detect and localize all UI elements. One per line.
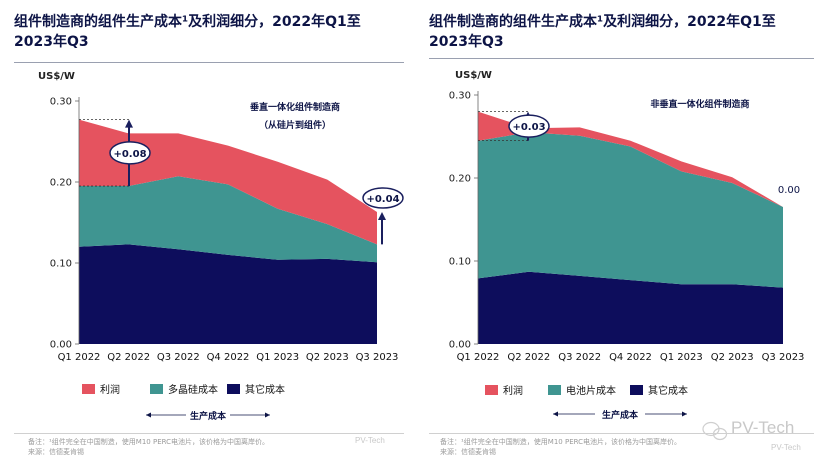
watermark-brand: PV-Tech [731,418,795,437]
legend-swatch [630,385,643,395]
y-tick-label: 0.00 [449,340,471,351]
chart-panel-vertical: 组件制造商的组件生产成本¹及利润细分，2022年Q1至 2023年Q3 US$/… [14,12,404,456]
chart-title-line2: 2023年Q3 [429,34,504,50]
cost-group-bracket [146,412,270,418]
chart-title-line1: 组件制造商的组件生产成本¹及利润细分，2022年Q1至 [429,14,776,30]
source-note: 来源：信德麦肯锡 [440,448,496,456]
segment-label-line1: 垂直一体化组件制造商 [250,101,340,113]
legend-label: 其它成本 [648,384,688,397]
callout-badge [109,141,151,165]
watermark-wechat-label: PV-Tech [771,443,801,452]
y-tick-label: 0.10 [50,259,72,270]
callout-badge [362,187,404,209]
cost-group-bracket [553,411,687,417]
footnote: 备注：¹组件完全在中国制造，使用M10 PERC电池片，该价格为中国离岸价。 [28,438,270,446]
callout-label: 0.00 [778,185,800,196]
chart-canvas-vertical: US$/W 0.00 0.10 0.20 0.30 Q1 2022 Q2 2022 Q3 … [38,71,404,422]
y-axis-unit: US$/W [455,70,492,81]
legend-swatch [150,384,163,394]
x-tick-label: Q2 2023 [306,352,349,363]
legend-swatch [485,385,498,395]
segment-label-line2: （从硅片到组件） [259,119,331,131]
footnote: 备注：¹组件完全在中国制造，使用M10 PERC电池片，该价格为中国离岸价。 [440,438,682,446]
y-tick-label: 0.20 [50,178,72,189]
legend-label: 多晶硅成本 [168,383,218,396]
x-tick-label: Q3 2023 [762,352,805,363]
y-tick-label: 0.30 [449,91,471,102]
legend-label: 利润 [503,384,523,397]
x-tick-label: Q2 2023 [711,352,754,363]
x-tick-label: Q2 2022 [507,352,550,363]
callout-arrowhead [378,211,386,220]
x-tick-label: Q1 2022 [457,352,500,363]
chart-title-line2: 2023年Q3 [14,34,89,50]
y-tick-label: 0.30 [50,97,72,108]
x-tick-label: Q1 2023 [256,352,299,363]
y-tick-label: 0.00 [50,340,72,351]
x-tick-label: Q4 2022 [207,352,250,363]
area-profit [79,119,377,245]
y-axis-unit: US$/W [38,71,75,82]
callout-arrowhead [125,119,133,128]
area-input-cost [79,176,377,263]
chart-canvas-non-vertical: US$/W 0.00 0.10 0.20 0.30 Q1 2022 Q2 2022 Q3 … [449,70,805,441]
legend-swatch [227,384,240,394]
legend-swatch [548,385,561,395]
chart-title: 组件制造商的组件生产成本¹及利润细分，2022年Q1至 2023年Q3 [429,12,809,52]
chart-title-line1: 组件制造商的组件生产成本¹及利润细分，2022年Q1至 [14,14,361,30]
x-tick-label: Q3 2022 [558,352,601,363]
area-other-cost [79,244,377,344]
watermark-small: PV-Tech [355,436,385,445]
y-tick-label: 0.10 [449,257,471,268]
footer-divider [14,433,404,434]
callout-label: +0.04 [366,194,399,205]
legend-swatch [82,384,95,394]
source-note: 来源：信德麦肯锡 [28,448,84,456]
legend-label: 电池片成本 [566,384,616,397]
footer-divider [429,433,814,434]
legend-label: 其它成本 [245,383,285,396]
callout-label: +0.03 [512,122,545,133]
x-tick-label: Q4 2022 [609,352,652,363]
segment-label: 非垂直一体化组件制造商 [650,98,749,110]
cost-group-label: 生产成本 [602,409,639,421]
area-input-cost [478,132,783,288]
cost-group-label: 生产成本 [190,410,227,422]
wechat-logo-icon [702,421,728,441]
title-divider [14,62,404,63]
x-tick-label: Q1 2023 [660,352,703,363]
title-divider [429,58,814,59]
y-tick-label: 0.20 [449,174,471,185]
chart-panel-non-vertical: 组件制造商的组件生产成本¹及利润细分，2022年Q1至 2023年Q3 US$/… [415,0,825,473]
legend-label: 利润 [100,383,120,396]
callout-badge [508,114,550,138]
x-tick-label: Q2 2022 [107,352,150,363]
x-tick-label: Q3 2023 [356,352,399,363]
callout-label: +0.08 [113,149,146,160]
chart-title: 组件制造商的组件生产成本¹及利润细分，2022年Q1至 2023年Q3 [14,12,394,52]
x-tick-label: Q1 2022 [58,352,101,363]
area-other-cost [478,271,783,344]
x-tick-label: Q3 2022 [157,352,200,363]
